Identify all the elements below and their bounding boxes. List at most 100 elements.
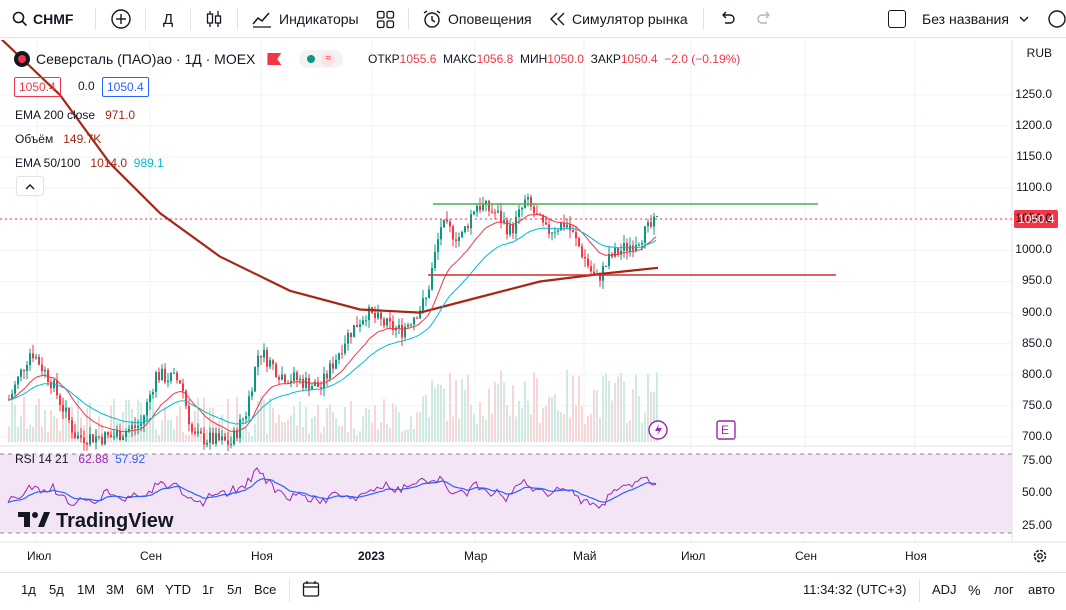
history-button[interactable] [1046, 0, 1066, 38]
candle-body [575, 232, 577, 239]
volume-bar [35, 405, 37, 442]
clock-timezone[interactable]: 11:34:32 (UTC+3) [803, 582, 907, 597]
range-3m-button[interactable]: 3М [106, 582, 125, 597]
dividend-marker[interactable] [648, 420, 668, 440]
buy-price-button[interactable]: 1050.4 [102, 77, 149, 97]
divider [703, 8, 704, 30]
volume-bar [437, 384, 439, 442]
candle-body [182, 383, 184, 391]
candle-body [554, 231, 556, 233]
volume-bar [353, 428, 355, 442]
candle-body [56, 380, 58, 396]
ema200-line [0, 40, 659, 314]
volume-bar [389, 427, 391, 442]
volume-bar [497, 383, 499, 442]
indicator-volume[interactable]: Объём 149.7K [15, 132, 101, 146]
volume-bar [554, 394, 556, 442]
volume-bar [302, 427, 304, 442]
undo-button[interactable] [718, 0, 736, 38]
layout-menu-button[interactable]: Без названия [888, 0, 1029, 38]
volume-bar [380, 422, 382, 442]
indicator-rsi[interactable]: RSI 14 21 62.88 57.92 [15, 452, 145, 466]
goto-date-button[interactable] [302, 580, 320, 603]
volume-bar [245, 427, 247, 442]
range-all-button[interactable]: Все [254, 582, 277, 597]
indicator-ema200[interactable]: EMA 200 close 971.0 [15, 108, 135, 122]
range-5d-button[interactable]: 5д [49, 582, 64, 597]
candle-body [557, 230, 559, 232]
adj-toggle[interactable]: ADJ [932, 582, 957, 597]
percent-toggle[interactable]: % [968, 582, 981, 598]
candle-body [143, 415, 145, 424]
candle-body [206, 442, 208, 445]
volume-bar [419, 411, 421, 442]
volume-bar [251, 435, 253, 442]
range-6m-button[interactable]: 6М [136, 582, 155, 597]
auto-toggle[interactable]: авто [1028, 582, 1055, 597]
price-chart[interactable] [0, 40, 1066, 578]
rsi-params: 14 21 [38, 452, 69, 466]
volume-bar [401, 431, 403, 442]
indicators-button[interactable]: Индикаторы [252, 0, 359, 38]
tradingview-logo[interactable]: TradingView [18, 510, 173, 533]
status-dot-icon [307, 55, 316, 63]
range-1y-button[interactable]: 1г [202, 582, 214, 597]
candle-body [566, 224, 568, 228]
interval-button[interactable]: Д [163, 10, 174, 28]
candle-body [467, 226, 469, 229]
ohlc-values: ОТКР1055.6 МАКС1056.8 МИН1050.0 ЗАКР1050… [368, 52, 740, 66]
volume-bar [500, 370, 502, 442]
alerts-button[interactable]: Оповещения [422, 0, 532, 38]
volume-bar [377, 428, 379, 442]
time-label: Ноя [905, 549, 927, 563]
candle-body [317, 381, 319, 388]
candle-body [392, 321, 394, 331]
candle-body [155, 372, 157, 392]
candle-body [32, 353, 34, 359]
volume-bar [626, 423, 628, 442]
volume-bar [449, 373, 451, 442]
volume-bar [227, 399, 229, 442]
candle-body [353, 324, 355, 338]
divider [237, 8, 238, 30]
volume-bar [59, 430, 61, 442]
compare-button[interactable] [110, 0, 132, 38]
flag-icon[interactable] [267, 53, 282, 65]
symbol-search-button[interactable]: CHMF [12, 0, 73, 38]
range-1m-button[interactable]: 1М [77, 582, 96, 597]
candle-body [140, 423, 142, 426]
candle-body [194, 431, 196, 434]
collapse-legend-button[interactable] [16, 176, 44, 196]
candle-body [245, 416, 247, 419]
market-status-toggle[interactable]: ≈ [299, 50, 344, 68]
chart-type-button[interactable] [205, 0, 223, 38]
log-toggle[interactable]: лог [994, 582, 1014, 597]
templates-button[interactable] [376, 0, 395, 38]
earnings-marker[interactable] [716, 420, 736, 440]
tradingview-logo-icon [18, 510, 50, 533]
chart-settings-button[interactable] [1032, 548, 1048, 569]
sell-price-button[interactable]: 1050.4 [14, 77, 61, 97]
redo-button[interactable] [756, 0, 774, 38]
range-5y-button[interactable]: 5л [227, 582, 242, 597]
volume-bar [8, 426, 10, 442]
delayed-icon: ≈ [321, 52, 336, 66]
symbol-legend[interactable]: Северсталь (ПАО)ао · 1Д · MOEX ≈ [14, 50, 344, 68]
candle-body [512, 224, 514, 234]
range-ytd-button[interactable]: YTD [165, 582, 191, 597]
indicator-ema50-100[interactable]: EMA 50/100 1014.0 989.1 [15, 156, 164, 170]
volume-bar [476, 423, 478, 442]
grid-icon [376, 10, 395, 29]
volume-bar [533, 372, 535, 442]
replay-button[interactable]: Симулятор рынка [550, 0, 688, 38]
candle-body [158, 372, 160, 381]
currency-label[interactable]: RUB [1026, 46, 1052, 60]
volume-bar [176, 415, 178, 442]
candle-body [164, 368, 166, 383]
rsi-ma-line [7, 477, 657, 504]
candle-body [14, 384, 16, 394]
volume-bar [596, 390, 598, 442]
range-1d-button[interactable]: 1д [21, 582, 36, 597]
volume-bar [461, 379, 463, 442]
candle-body [638, 244, 640, 246]
